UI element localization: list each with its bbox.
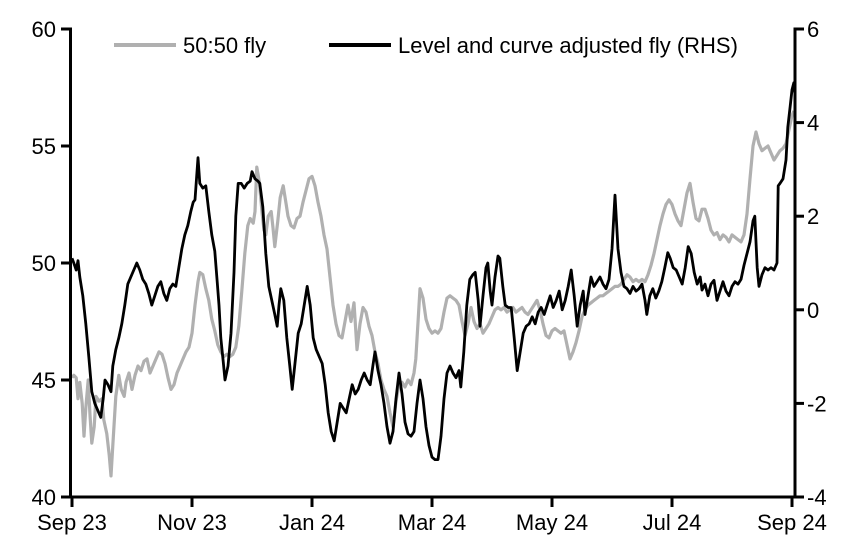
y-left-tick-label: 55 <box>32 134 56 159</box>
y-left-tick-label: 40 <box>32 485 56 510</box>
x-tick-label: May 24 <box>516 510 588 535</box>
legend-label-5050-fly: 50:50 fly <box>183 33 266 58</box>
y-right-tick-label: 6 <box>807 17 819 42</box>
y-left-tick-label: 50 <box>32 251 56 276</box>
y-left-tick-label: 45 <box>32 368 56 393</box>
chart-legend: 50:50 fly Level and curve adjusted fly (… <box>114 33 738 58</box>
y-left-tick-label: 60 <box>32 17 56 42</box>
y-right-tick-label: 0 <box>807 298 819 323</box>
x-tick-label: Mar 24 <box>398 510 466 535</box>
y-right-tick-label: 2 <box>807 204 819 229</box>
x-tick-label: Nov 23 <box>157 510 227 535</box>
x-tick-label: Sep 23 <box>37 510 107 535</box>
series-line-gray <box>70 110 796 478</box>
y-right-tick-label: 4 <box>807 111 819 136</box>
x-tick-label: Sep 24 <box>757 510 827 535</box>
y-right-tick-label: -4 <box>807 485 827 510</box>
x-tick-label: Jul 24 <box>643 510 702 535</box>
series-line-black <box>70 81 797 462</box>
legend-label-level-curve-fly: Level and curve adjusted fly (RHS) <box>398 33 738 58</box>
x-tick-label: Jan 24 <box>279 510 345 535</box>
y-right-tick-label: -2 <box>807 391 827 416</box>
